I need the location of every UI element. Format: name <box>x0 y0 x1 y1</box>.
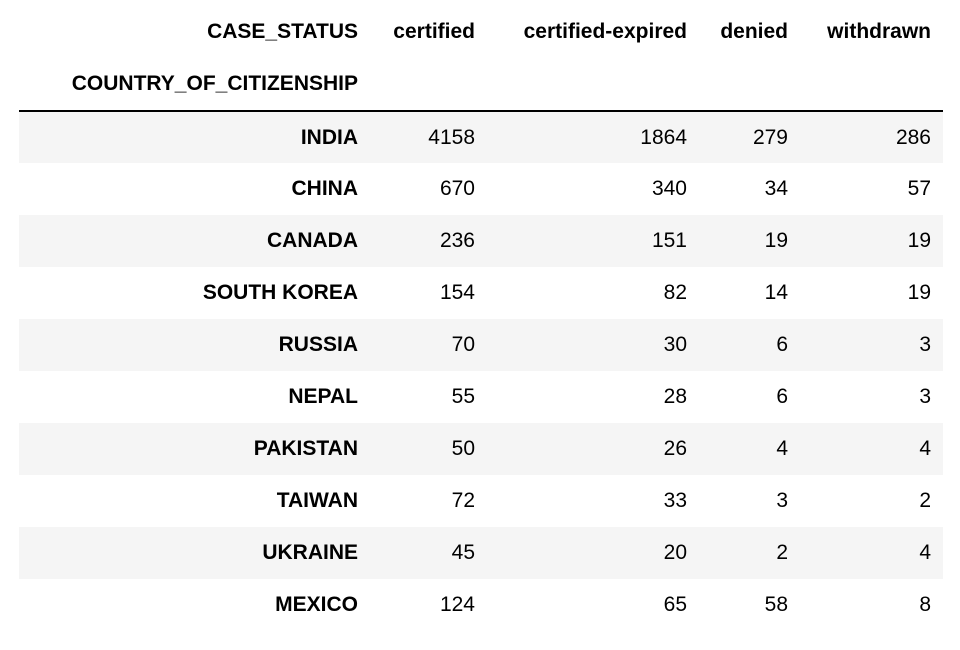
cell-certified-expired: 340 <box>651 177 687 200</box>
cell-certified-expired: 82 <box>663 281 687 304</box>
cell-denied: 4 <box>776 437 788 460</box>
cell-certified: 55 <box>451 385 475 408</box>
table-row: SOUTH KOREA 154 82 14 19 <box>19 267 943 319</box>
cell-denied: 6 <box>776 333 788 356</box>
row-index-label: CHINA <box>291 177 359 200</box>
cell-certified: 50 <box>451 437 475 460</box>
cell-denied: 34 <box>764 177 788 200</box>
cell-withdrawn: 8 <box>919 593 931 616</box>
row-index-label: TAIWAN <box>276 489 358 512</box>
empty-header-cell <box>487 58 699 111</box>
table-header: CASE_STATUS certified certified-expired … <box>19 6 943 111</box>
cell-withdrawn: 286 <box>895 125 931 149</box>
table-row: UKRAINE 45 20 2 4 <box>19 527 943 579</box>
table-row: TAIWAN 72 33 3 2 <box>19 475 943 527</box>
cell-certified: 670 <box>439 177 475 200</box>
column-header-certified: certified <box>393 20 475 43</box>
cell-denied: 279 <box>752 125 788 149</box>
cell-withdrawn: 4 <box>919 541 931 564</box>
cell-certified-expired: 26 <box>663 437 687 460</box>
cell-denied: 3 <box>776 489 788 512</box>
cell-certified-expired: 30 <box>663 333 687 356</box>
cell-withdrawn: 19 <box>907 229 931 252</box>
cell-certified: 124 <box>439 593 475 616</box>
header-row: CASE_STATUS certified certified-expired … <box>19 6 943 58</box>
table-row: INDIA 4158 1864 279 286 <box>19 111 943 163</box>
cell-certified-expired: 151 <box>651 229 687 252</box>
empty-header-cell <box>800 58 943 111</box>
cell-denied: 58 <box>764 593 788 616</box>
cell-certified: 72 <box>451 489 475 512</box>
cell-certified: 45 <box>451 541 475 564</box>
cell-withdrawn: 2 <box>919 489 931 512</box>
cell-certified-expired: 20 <box>663 541 687 564</box>
column-header-withdrawn: withdrawn <box>827 20 931 43</box>
row-index-label: SOUTH KOREA <box>202 281 358 304</box>
table-row: PAKISTAN 50 26 4 4 <box>19 423 943 475</box>
cell-denied: 6 <box>776 385 788 408</box>
table-row: MEXICO 124 65 58 8 <box>19 579 943 631</box>
table-row: CANADA 236 151 19 19 <box>19 215 943 267</box>
cell-certified: 4158 <box>428 125 475 149</box>
column-header-denied: denied <box>720 20 788 43</box>
empty-header-cell <box>370 58 487 111</box>
columns-name-label: CASE_STATUS <box>207 20 358 43</box>
row-index-label: PAKISTAN <box>253 437 358 460</box>
row-index-label: CANADA <box>267 229 358 252</box>
cell-withdrawn: 57 <box>907 177 931 200</box>
cell-certified-expired: 1864 <box>640 125 687 149</box>
case-status-table: CASE_STATUS certified certified-expired … <box>19 6 943 631</box>
index-name-label: COUNTRY_OF_CITIZENSHIP <box>71 72 358 95</box>
cell-denied: 19 <box>764 229 788 252</box>
row-index-label: INDIA <box>300 125 358 149</box>
cell-certified-expired: 33 <box>663 489 687 512</box>
cell-withdrawn: 3 <box>919 385 931 408</box>
column-header-certified-expired: certified-expired <box>523 20 687 43</box>
cell-denied: 14 <box>764 281 788 304</box>
empty-header-cell <box>699 58 800 111</box>
cell-certified-expired: 28 <box>663 385 687 408</box>
table-row: NEPAL 55 28 6 3 <box>19 371 943 423</box>
row-index-label: RUSSIA <box>278 333 358 356</box>
row-index-label: NEPAL <box>288 385 358 408</box>
index-name-row: COUNTRY_OF_CITIZENSHIP <box>19 58 943 111</box>
table-body: INDIA 4158 1864 279 286 CHINA 670 340 34 57 CANADA… <box>19 111 943 631</box>
row-index-label: UKRAINE <box>262 541 358 564</box>
cell-withdrawn: 3 <box>919 333 931 356</box>
table-row: CHINA 670 340 34 57 <box>19 163 943 215</box>
row-index-label: MEXICO <box>275 593 358 616</box>
cell-denied: 2 <box>776 541 788 564</box>
cell-certified: 236 <box>439 229 475 252</box>
table-row: RUSSIA 70 30 6 3 <box>19 319 943 371</box>
cell-withdrawn: 4 <box>919 437 931 460</box>
cell-certified: 154 <box>439 281 475 304</box>
cell-withdrawn: 19 <box>907 281 931 304</box>
cell-certified-expired: 65 <box>663 593 687 616</box>
cell-certified: 70 <box>451 333 475 356</box>
